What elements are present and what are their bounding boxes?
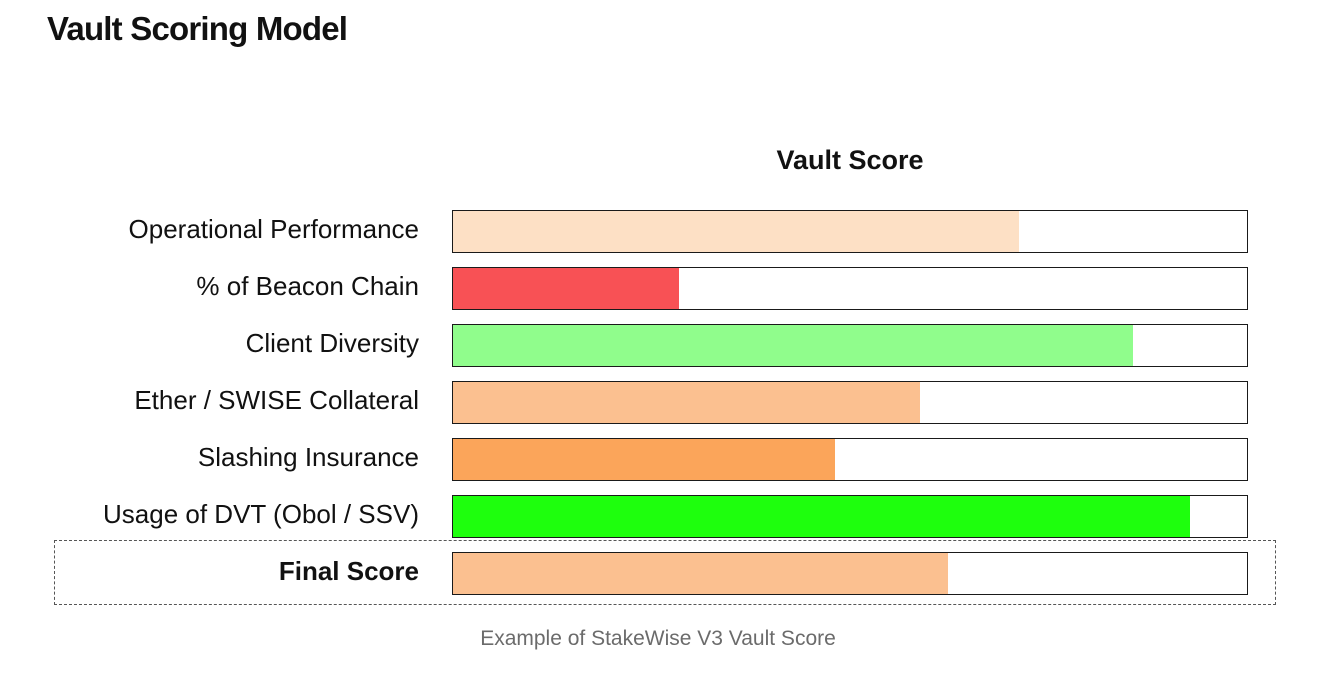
bar [453,439,835,480]
bar [453,382,920,423]
category-label: % of Beacon Chain [196,271,419,301]
bar-track [452,210,1248,253]
category-label: Usage of DVT (Obol / SSV) [103,499,419,529]
category-label: Operational Performance [128,214,419,244]
bar-track [452,267,1248,310]
category-label: Final Score [278,556,419,586]
bar-track [452,324,1248,367]
chart-title: Vault Score [776,145,924,175]
bar-track [452,381,1248,424]
bar-track [452,552,1248,595]
category-label: Slashing Insurance [197,442,419,472]
figure-caption: Example of StakeWise V3 Vault Score [480,627,836,650]
bar-track [452,495,1248,538]
final-score-highlight [54,540,1276,605]
bar [453,553,948,594]
category-label: Ether / SWISE Collateral [134,385,419,415]
bar [453,325,1134,366]
bar [453,211,1020,252]
bar-track [452,438,1248,481]
category-label: Client Diversity [245,328,419,358]
bar [453,268,680,309]
page-heading: Vault Scoring Model [47,10,348,47]
bar [453,496,1190,537]
